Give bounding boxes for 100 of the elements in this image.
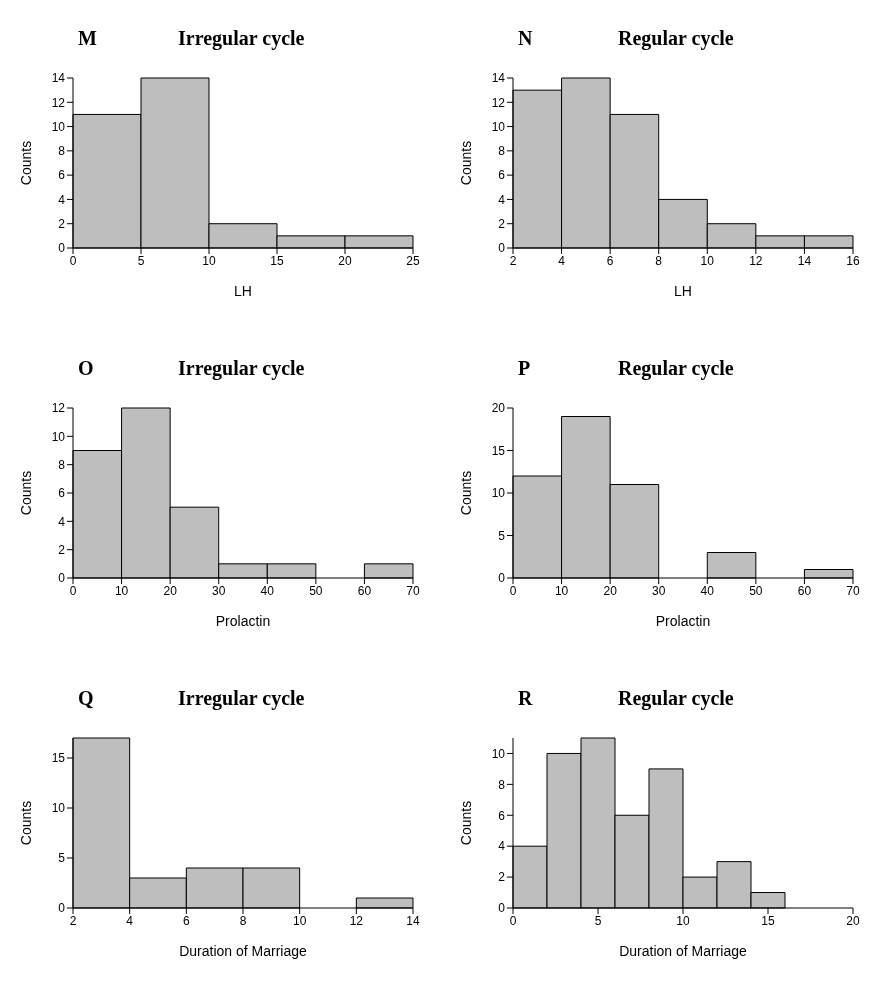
y-tick-label: 0 <box>498 241 506 256</box>
y-axis-title: Counts <box>17 140 34 186</box>
x-tick-label: 2 <box>69 913 77 928</box>
x-tick-label: 8 <box>655 253 663 268</box>
text: M <box>78 26 98 50</box>
x-tick-label: 12 <box>749 253 763 268</box>
x-axis-title: Prolactin <box>215 613 271 629</box>
y-axis-title: Counts <box>457 140 474 186</box>
y-tick-label: 10 <box>491 486 506 501</box>
y-axis-title: Counts <box>17 470 34 516</box>
y-tick-label: 0 <box>58 901 66 916</box>
x-tick-label: 8 <box>239 913 247 928</box>
y-tick-label: 6 <box>58 486 66 501</box>
y-tick-label: 0 <box>58 571 66 586</box>
text: Q <box>78 686 95 710</box>
x-axis-title: LH <box>234 283 252 299</box>
x-tick-label: 20 <box>603 583 618 598</box>
y-tick-label: 10 <box>51 119 66 134</box>
text: N <box>518 26 534 50</box>
y-tick-label: 2 <box>498 870 506 885</box>
x-tick-label: 0 <box>69 583 77 598</box>
x-tick-label: 60 <box>357 583 372 598</box>
y-tick-label: 10 <box>51 801 66 816</box>
y-axis-title: Counts <box>457 470 474 516</box>
x-tick-label: 4 <box>126 913 134 928</box>
x-axis-title: LH <box>674 283 692 299</box>
y-tick-label: 2 <box>58 216 66 231</box>
text: P <box>518 356 532 380</box>
x-axis-title: Prolactin <box>655 613 711 629</box>
x-tick-label: 10 <box>676 913 690 928</box>
y-tick-label: 14 <box>491 71 506 86</box>
chart-title: Regular cycle <box>618 356 734 380</box>
x-tick-label: 10 <box>292 913 307 928</box>
y-tick-label: 4 <box>58 192 66 207</box>
x-tick-label: 20 <box>338 253 352 268</box>
x-tick-label: 14 <box>797 253 812 268</box>
x-tick-label: 5 <box>137 253 145 268</box>
x-tick-label: 10 <box>202 253 216 268</box>
y-tick-label: 15 <box>51 751 66 766</box>
x-tick-label: 30 <box>652 583 666 598</box>
y-tick-label: 5 <box>498 528 506 543</box>
y-axis-title: Counts <box>457 800 474 846</box>
y-tick-label: 6 <box>498 808 506 823</box>
y-tick-label: 6 <box>58 168 66 183</box>
x-tick-label: 16 <box>846 253 860 268</box>
x-tick-label: 20 <box>846 913 860 928</box>
chart-title: Regular cycle <box>618 26 734 50</box>
x-tick-label: 50 <box>749 583 763 598</box>
x-tick-label: 10 <box>554 583 569 598</box>
x-tick-label: 14 <box>406 913 420 928</box>
x-tick-label: 70 <box>846 583 860 598</box>
y-tick-label: 8 <box>498 777 506 792</box>
y-tick-label: 8 <box>58 144 66 159</box>
chart-title: Irregular cycle <box>178 26 305 50</box>
x-tick-label: 12 <box>349 913 364 928</box>
y-tick-label: 12 <box>51 401 66 416</box>
x-tick-label: 0 <box>509 913 517 928</box>
y-tick-label: 0 <box>498 571 506 586</box>
x-tick-label: 4 <box>558 253 566 268</box>
x-tick-label: 25 <box>406 253 420 268</box>
y-axis-title: Counts <box>17 800 34 846</box>
x-tick-label: 20 <box>163 583 178 598</box>
y-tick-label: 12 <box>491 95 506 110</box>
x-tick-label: 6 <box>606 253 614 268</box>
y-tick-label: 4 <box>58 514 66 529</box>
y-tick-label: 8 <box>498 144 506 159</box>
x-tick-label: 10 <box>700 253 715 268</box>
y-tick-label: 12 <box>51 95 66 110</box>
x-axis-title: Duration of Marriage <box>179 943 308 959</box>
y-tick-label: 0 <box>498 901 506 916</box>
x-tick-label: 2 <box>509 253 517 268</box>
x-tick-label: 10 <box>114 583 129 598</box>
y-tick-label: 0 <box>58 241 66 256</box>
x-tick-label: 30 <box>212 583 226 598</box>
y-tick-label: 2 <box>58 542 66 557</box>
y-tick-label: 4 <box>498 839 506 854</box>
x-tick-label: 50 <box>309 583 323 598</box>
text: R <box>518 686 534 710</box>
x-tick-label: 15 <box>761 913 775 928</box>
x-tick-label: 0 <box>509 583 517 598</box>
chart-title: Regular cycle <box>618 686 734 710</box>
y-tick-label: 10 <box>51 429 66 444</box>
x-tick-label: 5 <box>594 913 602 928</box>
chart-title: Irregular cycle <box>178 686 305 710</box>
text: O <box>78 356 95 380</box>
y-tick-label: 10 <box>491 746 506 761</box>
y-tick-label: 4 <box>498 192 506 207</box>
x-tick-label: 60 <box>797 583 812 598</box>
y-tick-label: 10 <box>491 119 506 134</box>
y-tick-label: 14 <box>51 71 66 86</box>
x-axis-title: Duration of Marriage <box>619 943 748 959</box>
x-tick-label: 15 <box>270 253 284 268</box>
chart-title: Irregular cycle <box>178 356 305 380</box>
y-tick-label: 2 <box>498 216 506 231</box>
x-tick-label: 70 <box>406 583 420 598</box>
x-tick-label: 40 <box>700 583 715 598</box>
x-tick-label: 40 <box>260 583 275 598</box>
x-tick-label: 6 <box>182 913 190 928</box>
y-tick-label: 8 <box>58 457 66 472</box>
x-tick-label: 0 <box>69 253 77 268</box>
